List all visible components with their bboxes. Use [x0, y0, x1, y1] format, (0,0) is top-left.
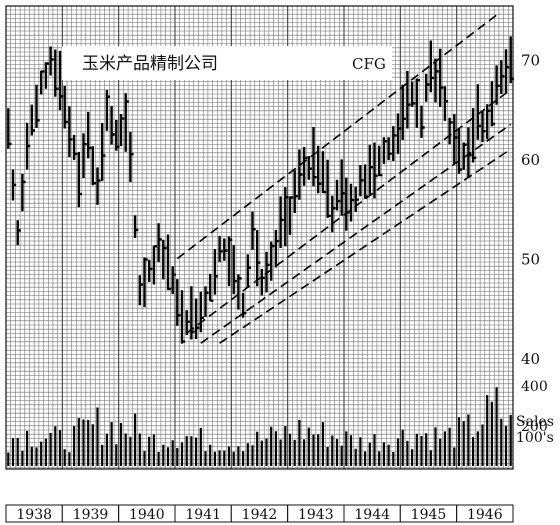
monthly-price-bars	[7, 36, 514, 344]
y-tick-label-70: 70	[521, 52, 540, 70]
chart-ticker: CFG	[352, 55, 386, 73]
trend-channel	[176, 14, 512, 344]
volume-bars	[7, 387, 512, 466]
year-label-1942: 1942	[242, 507, 278, 523]
title-box	[62, 46, 392, 80]
trend-line-2	[186, 88, 512, 334]
year-label-1944: 1944	[354, 507, 390, 523]
year-axis: 1938 1939 1940 1941 1942 1943 1944 1945 1946	[5, 504, 514, 523]
plot-frame	[5, 5, 514, 470]
year-label-1941: 1941	[185, 507, 221, 523]
year-label-1945: 1945	[411, 507, 447, 523]
trend-line-4	[219, 148, 512, 344]
volume-axis-label-1: Sales	[516, 414, 554, 430]
y-tick-label-60: 60	[521, 151, 540, 169]
volume-axis-label-2: 100's	[516, 430, 554, 446]
year-label-1940: 1940	[129, 507, 165, 523]
monthly-volume-bars	[7, 387, 512, 466]
volume-tick-label-400: 400	[521, 379, 548, 395]
y-tick-label-40: 40	[521, 350, 540, 368]
price-bars	[7, 36, 514, 344]
year-label-1938: 1938	[16, 507, 52, 523]
year-label-1939: 1939	[73, 507, 109, 523]
year-label-1943: 1943	[298, 507, 334, 523]
trend-line-1	[176, 14, 498, 260]
trend-line-3	[200, 123, 512, 344]
price-axis: 40 50 60 70	[521, 52, 540, 368]
year-cell-1946	[456, 504, 514, 523]
volume-tick-label-200: 200	[521, 419, 548, 435]
y-tick-label-50: 50	[521, 251, 540, 269]
year-label-1946: 1946	[467, 507, 503, 523]
chart-title: 玉米产品精制公司	[82, 54, 218, 74]
